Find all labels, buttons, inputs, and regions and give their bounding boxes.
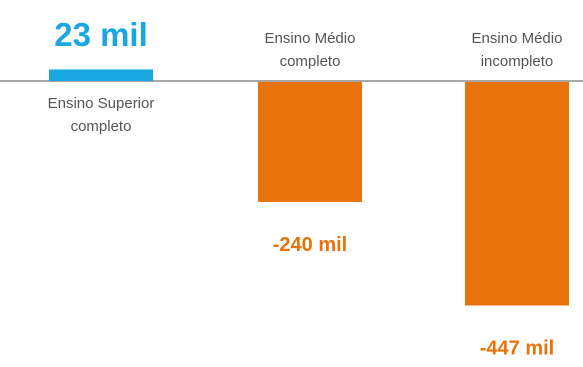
category-label-3-line-2: incompleto bbox=[481, 53, 554, 70]
category-label-2-line-1: Ensino Médio bbox=[265, 30, 356, 47]
bar-2 bbox=[258, 82, 362, 202]
value-label-3: -447 mil bbox=[480, 338, 554, 360]
bars-group bbox=[49, 69, 569, 306]
category-label-2-line-2: completo bbox=[280, 53, 341, 70]
labels-group: Ensino Superior completo 23 mil Ensino Médi… bbox=[48, 16, 563, 360]
category-label-3-line-1: Ensino Médio bbox=[472, 30, 563, 47]
bar-3 bbox=[465, 82, 569, 306]
value-label-1: 23 mil bbox=[54, 16, 148, 53]
value-label-2: -240 mil bbox=[273, 234, 347, 256]
bar-1 bbox=[49, 69, 153, 81]
category-label-1-line-1: Ensino Superior bbox=[48, 95, 155, 112]
category-label-1-line-2: completo bbox=[71, 118, 132, 135]
